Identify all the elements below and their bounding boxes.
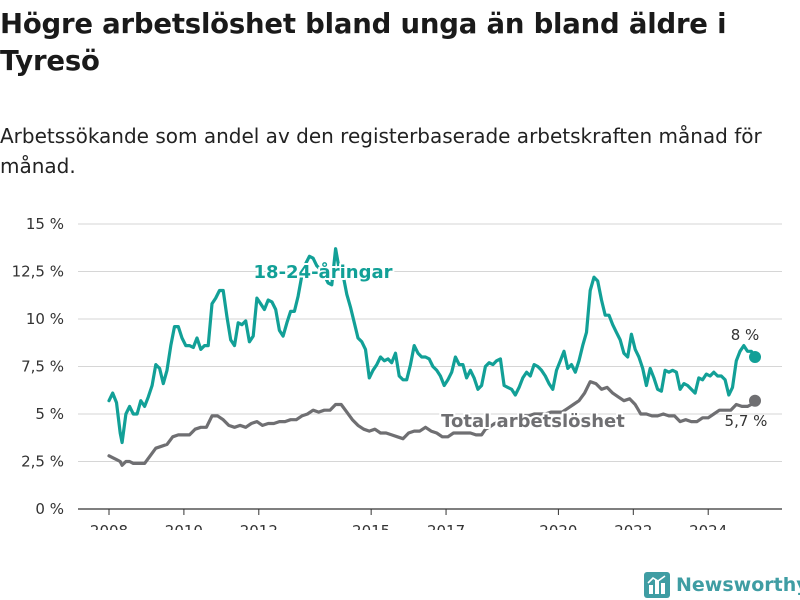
y-tick-label: 0 % <box>35 500 64 518</box>
x-tick-label: 2020 <box>539 522 577 530</box>
line-chart: 0 % 2,5 % 5 % 7,5 % 10 % 12,5 % 15 % 2008 2010 20… <box>12 215 782 530</box>
y-tick-label: 15 % <box>26 215 64 233</box>
chart-subtitle: Arbetssökande som andel av den registerb… <box>0 124 762 178</box>
end-label-total: 5,7 % <box>725 412 768 430</box>
y-tick-label: 10 % <box>26 310 64 328</box>
y-tick-label: 2,5 % <box>21 453 64 471</box>
brand-name: Newsworthy <box>676 574 800 596</box>
end-point-total <box>749 394 762 407</box>
chart-title: Högre arbetslöshet bland unga än bland ä… <box>0 8 727 77</box>
series-line-youth <box>107 247 757 445</box>
series-label-total: Total arbetslöshet <box>441 411 625 432</box>
x-tick-label: 2017 <box>427 522 465 530</box>
end-point-youth <box>749 351 762 363</box>
x-tick-label: 2008 <box>90 522 128 530</box>
x-tick-label: 2015 <box>352 522 390 530</box>
x-tick-label: 2022 <box>614 522 652 530</box>
series-line-total <box>107 380 757 467</box>
brand-logo[interactable]: Newsworthy <box>644 570 800 600</box>
x-tick-label: 2010 <box>165 522 203 530</box>
bar-chart-logo-icon <box>644 572 670 598</box>
end-label-youth: 8 % <box>731 326 760 344</box>
y-tick-label: 12,5 % <box>12 263 64 281</box>
y-tick-label: 5 % <box>35 405 64 423</box>
x-tick-label: 2024 <box>689 522 727 530</box>
x-tick-label: 2012 <box>240 522 278 530</box>
series-label-youth: 18-24-åringar <box>254 261 393 283</box>
y-tick-label: 7,5 % <box>21 358 64 376</box>
